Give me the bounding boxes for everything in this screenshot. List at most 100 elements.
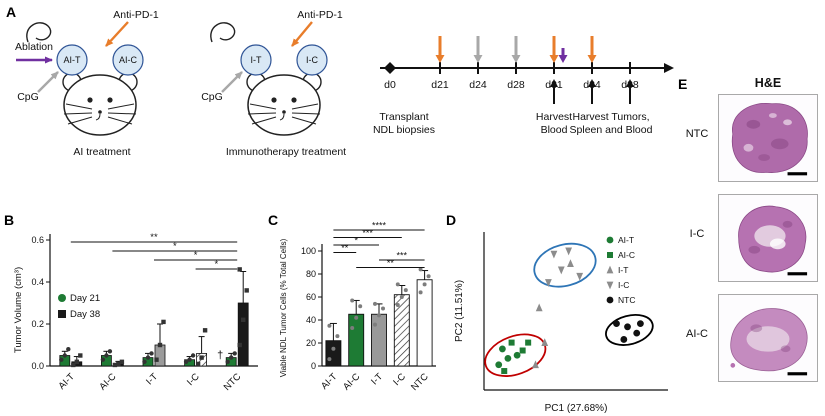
svg-text:Transplant: Transplant xyxy=(379,111,428,123)
ablation-label: Ablation xyxy=(15,41,53,53)
panel-a-label: A xyxy=(6,4,17,20)
mouse-head xyxy=(63,74,137,136)
anti-pd1-label: Anti-PD-1 xyxy=(113,9,159,21)
svg-text:40: 40 xyxy=(306,315,316,325)
bar-I-C xyxy=(393,294,410,367)
he-title: H&E xyxy=(754,76,782,90)
svg-text:I-C: I-C xyxy=(185,371,202,388)
panel-d-chart: PC1 (27.68%) PC2 (11.51%) AI-T AI-C I-T I-C… xyxy=(454,232,668,414)
svg-text:Day 38: Day 38 xyxy=(70,309,100,320)
mouse-tail xyxy=(26,22,52,43)
svg-text:AI-T: AI-T xyxy=(56,371,77,392)
anti-pd1-arrow xyxy=(291,21,313,47)
panel-c-label: C xyxy=(268,212,279,228)
svg-text:0.2: 0.2 xyxy=(31,319,44,329)
svg-text:80: 80 xyxy=(306,269,316,279)
panel-b-plot: 0.0 0.2 0.4 0.6 AI-T AI-C I-T I-C NTC Day 21 Day 3… xyxy=(31,232,258,393)
histology-ntc xyxy=(731,102,808,176)
cpg-arrow xyxy=(221,71,243,93)
svg-text:**: ** xyxy=(387,258,395,268)
svg-text:20: 20 xyxy=(306,338,316,348)
svg-text:d24: d24 xyxy=(469,79,487,91)
mouse1-caption: AI treatment xyxy=(73,146,130,158)
bar-AI-C xyxy=(348,313,365,367)
svg-text:AI-T: AI-T xyxy=(319,371,340,392)
mouse-eye-left xyxy=(87,97,93,103)
scale-bar xyxy=(787,372,808,376)
svg-text:0: 0 xyxy=(311,361,316,371)
svg-text:AI-C: AI-C xyxy=(618,250,635,260)
mouse2-caption: Immunotherapy treatment xyxy=(226,146,346,158)
tissue-texture xyxy=(748,220,793,254)
he-label-ic: I-C xyxy=(689,228,705,240)
svg-text:AI-T: AI-T xyxy=(618,235,634,245)
mouse-nose xyxy=(282,110,286,114)
mouse-eye-right xyxy=(291,97,297,103)
svg-text:I-C: I-C xyxy=(618,280,629,290)
svg-text:Day 21: Day 21 xyxy=(70,293,100,304)
svg-text:d28: d28 xyxy=(507,79,525,91)
mouse-schematic-immuno: I-T I-C Anti-PD-1 CpG Immunotherapy trea… xyxy=(201,9,346,158)
svg-text:Blood: Blood xyxy=(541,124,568,136)
tumor-i-t xyxy=(240,44,272,76)
svg-text:I-T: I-T xyxy=(618,265,628,275)
he-label-ntc: NTC xyxy=(685,128,709,140)
svg-text:0.6: 0.6 xyxy=(31,235,44,245)
mouse-schematic-ai: AI-T AI-C Anti-PD-1 Ablation CpG AI trea… xyxy=(15,9,159,158)
dagger: † xyxy=(217,350,223,362)
tumor-i-c-text: I-C xyxy=(306,55,318,65)
panel-d-xlabel: PC1 (27.68%) xyxy=(545,403,608,414)
mouse-eye-left xyxy=(271,97,277,103)
tissue-texture xyxy=(730,324,791,368)
svg-text:I-T: I-T xyxy=(369,371,385,387)
tissue-blob xyxy=(731,102,808,173)
svg-text:d21: d21 xyxy=(431,79,449,91)
he-image-aic xyxy=(718,294,818,382)
mouse-head xyxy=(247,74,321,136)
mouse-mouth xyxy=(279,113,285,121)
scale-bar xyxy=(787,172,808,176)
he-image-ic xyxy=(718,194,818,282)
panel-d-label: D xyxy=(446,212,457,228)
svg-text:**: ** xyxy=(341,243,349,253)
panel-b-ylabel: Tumor Volume (cm³) xyxy=(13,267,24,353)
svg-text:***: *** xyxy=(362,228,373,238)
tissue-texture xyxy=(743,113,792,161)
svg-text:100: 100 xyxy=(301,246,316,256)
svg-text:AI-C: AI-C xyxy=(97,371,118,392)
histology-aic xyxy=(730,308,808,376)
svg-text:*: * xyxy=(354,236,358,246)
scale-bar xyxy=(787,272,808,276)
he-label-aic: AI-C xyxy=(686,328,708,340)
timeline: d0d21d24d28d31d34d38TransplantNDL biopsi… xyxy=(373,36,674,136)
anti-pd1-label: Anti-PD-1 xyxy=(297,9,343,21)
cpg-label: CpG xyxy=(17,91,39,103)
svg-text:NTC: NTC xyxy=(222,371,244,393)
svg-text:0.0: 0.0 xyxy=(31,361,44,371)
svg-text:I-C: I-C xyxy=(391,371,408,388)
panel-c-ylabel: Viable NDL Tumor Cells (% Total Cells) xyxy=(279,238,288,377)
svg-text:Harvest Tumors,: Harvest Tumors, xyxy=(572,111,649,123)
bar-I-T xyxy=(371,313,387,367)
cpg-label: CpG xyxy=(201,91,223,103)
bar-AI-T xyxy=(325,340,342,367)
tumor-ai-c-text: AI-C xyxy=(119,55,138,65)
histology-ic xyxy=(738,205,808,276)
timeline-plot: d0d21d24d28d31d34d38TransplantNDL biopsi… xyxy=(373,36,674,136)
svg-text:Harvest: Harvest xyxy=(536,111,572,123)
anti-pd1-arrow xyxy=(105,21,129,47)
svg-text:*: * xyxy=(215,259,219,270)
panel-b-chart: Tumor Volume (cm³) 0.0 0.2 0.4 0.6 AI-T AI-C I… xyxy=(13,232,258,393)
svg-text:d0: d0 xyxy=(384,79,396,91)
svg-text:60: 60 xyxy=(306,292,316,302)
tumor-ai-t xyxy=(56,44,88,76)
svg-text:I-T: I-T xyxy=(144,371,160,387)
mouse-whiskers xyxy=(247,103,321,125)
mouse-mouth xyxy=(95,113,101,121)
tumor-ai-t-text: AI-T xyxy=(64,55,82,65)
svg-text:*: * xyxy=(194,250,198,261)
panel-e-label: E xyxy=(678,76,688,92)
mouse-whiskers xyxy=(63,103,137,125)
bar-Day38-NTC xyxy=(237,302,249,367)
